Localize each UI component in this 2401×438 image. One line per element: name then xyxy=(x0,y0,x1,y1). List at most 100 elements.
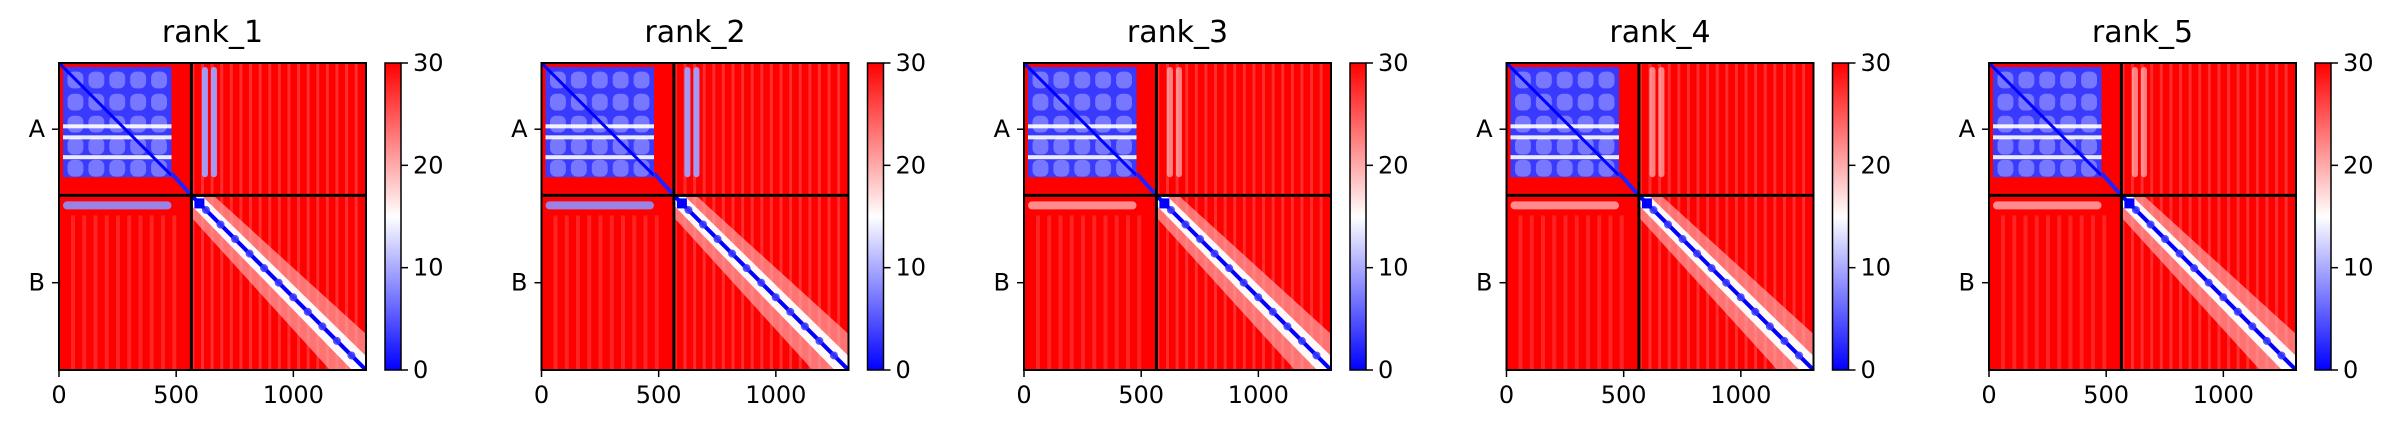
domain-cell xyxy=(2060,115,2077,133)
domain-cell xyxy=(633,93,650,111)
texture-streak xyxy=(2045,215,2050,370)
texture-streak xyxy=(297,63,301,370)
texture-streak xyxy=(1137,215,1142,370)
diagonal-blob xyxy=(231,235,240,244)
diagonal-blob xyxy=(2233,307,2242,316)
texture-streak xyxy=(1552,215,1557,370)
interchain-band xyxy=(1028,201,1137,210)
colorbar xyxy=(384,62,402,371)
interchain-stripe xyxy=(1649,67,1656,178)
domain-cell xyxy=(1997,137,2014,155)
texture-streak xyxy=(1271,63,1275,370)
texture-streak xyxy=(2207,63,2211,370)
colorbar-tick-label: 10 xyxy=(1378,254,1409,282)
domain-cell xyxy=(1535,71,1552,89)
colorbar-tick-label: 0 xyxy=(896,356,911,384)
domain-gap xyxy=(1993,155,2102,160)
texture-streak xyxy=(1563,215,1568,370)
interchain-stripe xyxy=(210,67,217,178)
boundary-blob xyxy=(194,198,205,209)
diagonal-blob xyxy=(1693,249,1702,258)
domain-cell xyxy=(109,137,126,155)
domain-cell xyxy=(1095,71,1112,89)
diagonal-a xyxy=(59,63,173,177)
texture-streak xyxy=(335,63,339,370)
domain-gap xyxy=(1028,155,1137,160)
texture-streak xyxy=(654,215,659,370)
interchain-stripe xyxy=(2140,67,2147,178)
domain-cell xyxy=(1116,115,1132,133)
domain-cell xyxy=(570,137,587,155)
diagonal-blob xyxy=(216,220,225,229)
colorbar-tick-label: 20 xyxy=(2343,151,2374,179)
chain-label: B xyxy=(1959,269,1975,297)
diagonal-blob xyxy=(245,249,254,258)
heatmap xyxy=(1989,63,2296,370)
colorbar xyxy=(1831,62,1850,371)
texture-streak xyxy=(1734,63,1738,370)
domain-cell xyxy=(1074,159,1091,177)
diagonal-blob xyxy=(1664,220,1673,229)
texture-streak xyxy=(1103,215,1108,370)
diagonal-blob xyxy=(800,322,809,331)
diagonal-blob xyxy=(1181,220,1190,229)
interchain-stripe xyxy=(1166,67,1173,178)
diagonal-blob xyxy=(318,322,327,331)
texture-streak xyxy=(760,63,764,370)
texture-streak xyxy=(1597,215,1602,370)
texture-streak xyxy=(1300,63,1304,370)
texture-streak xyxy=(1092,215,1097,370)
texture-streak xyxy=(1036,215,1040,370)
colorbar-tick-label: 0 xyxy=(1861,356,1876,384)
domain-cell xyxy=(1074,137,1091,155)
domain-cell xyxy=(2081,159,2097,177)
domain-cell xyxy=(1535,137,1552,155)
texture-streak xyxy=(1744,63,1748,370)
domain-cell xyxy=(1556,137,1573,155)
texture-streak xyxy=(138,215,143,370)
texture-streak xyxy=(1754,63,1758,370)
texture-streak xyxy=(817,63,821,370)
pae-panel-1: rank_1 0 500 1000 A B 0 10 20 30 xyxy=(29,15,444,409)
domain-gap xyxy=(545,135,654,140)
texture-streak xyxy=(609,215,614,370)
colorbar-tick-label: 0 xyxy=(2343,356,2358,384)
chain-label: A xyxy=(994,115,1011,143)
interchain-band xyxy=(1993,201,2102,210)
colorbar-tick-label: 0 xyxy=(413,356,428,384)
texture-streak xyxy=(2188,63,2192,370)
domain-cell xyxy=(1032,115,1049,133)
domain-cell xyxy=(1032,137,1049,155)
diagonal-blob xyxy=(1268,307,1277,316)
domain-cell xyxy=(67,137,84,155)
colorbar-tick-label: 0 xyxy=(1378,356,1393,384)
domain-cell xyxy=(2039,159,2056,177)
texture-streak xyxy=(2001,215,2005,370)
domain-cell xyxy=(151,137,167,155)
domain-cell xyxy=(1515,115,1531,133)
diagonal-blob xyxy=(274,278,283,287)
interchain-stripe xyxy=(1175,67,1182,178)
texture-streak xyxy=(620,215,625,370)
pae-panel-3: rank_3 0 500 1000 A B 0 10 20 30 xyxy=(994,15,1409,409)
texture-streak xyxy=(2217,63,2221,370)
x-tick-label: 500 xyxy=(153,381,199,409)
domain-gap xyxy=(63,135,172,140)
domain-cell xyxy=(2039,115,2056,133)
diagonal-a xyxy=(541,63,656,177)
texture-streak xyxy=(172,215,177,370)
texture-streak xyxy=(1125,215,1130,370)
domain-cell xyxy=(2039,71,2056,89)
texture-streak xyxy=(277,63,281,370)
domain-cell xyxy=(130,159,147,177)
texture-streak xyxy=(598,215,603,370)
diagonal-blob xyxy=(2175,249,2184,258)
domain-cell xyxy=(1997,93,2014,111)
x-tick-label: 0 xyxy=(51,381,66,409)
texture-streak xyxy=(345,63,349,370)
panel-title: rank_5 xyxy=(2092,15,2193,50)
domain-cell xyxy=(1515,137,1531,155)
texture-streak xyxy=(1696,63,1700,370)
texture-streak xyxy=(553,215,558,370)
